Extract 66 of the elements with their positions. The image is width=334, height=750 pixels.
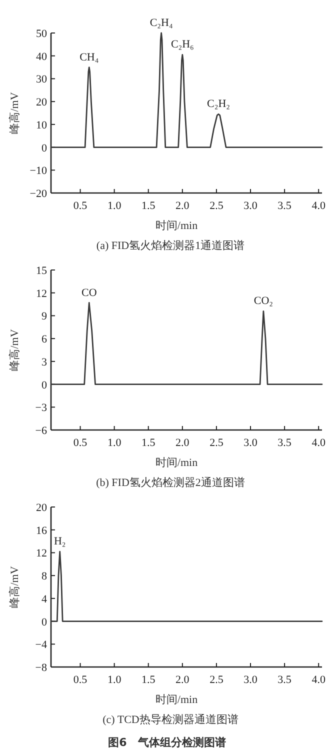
y-tick-label: 0 (42, 142, 48, 154)
x-tick-label: 4.0 (312, 674, 326, 686)
y-tick-label: 12 (36, 548, 47, 560)
y-tick-label: 4 (42, 593, 48, 606)
y-tick-label: 16 (36, 524, 48, 537)
y-tick-label: 40 (36, 50, 48, 63)
x-tick-label: 2.5 (210, 437, 224, 449)
x-tick-label: 3.5 (278, 200, 292, 212)
y-tick-label: −10 (30, 165, 48, 178)
x-tick-label: 0.5 (73, 674, 88, 686)
x-tick-label: 2.5 (210, 200, 224, 212)
x-tick-label: 2.5 (210, 674, 224, 686)
y-tick-label: 0 (42, 379, 48, 392)
x-tick-label: 1.5 (141, 200, 156, 212)
x-axis-title: 时间/min (155, 456, 198, 469)
annotation: C₂H₆ (170, 38, 194, 51)
annotation: C₂H₂ (207, 98, 230, 110)
x-tick-label: 2.0 (176, 200, 190, 212)
x-tick-label: 0.5 (73, 437, 88, 449)
x-tick-label: 3.0 (244, 674, 258, 686)
x-tick-label: 1.5 (141, 437, 156, 449)
annotation: CO (81, 286, 97, 299)
y-tick-label: −20 (30, 188, 48, 200)
text: (b) FID氢火焰检测器2通道图谱 (96, 476, 245, 489)
y-tick-label: 20 (36, 502, 48, 514)
x-tick-label: 1.0 (107, 674, 122, 686)
x-tick-label: 3.0 (244, 200, 258, 212)
y-tick-label: −6 (35, 425, 48, 437)
y-tick-label: 15 (36, 265, 48, 277)
x-tick-label: 2.0 (176, 437, 190, 449)
y-tick-label: 20 (36, 96, 48, 109)
x-tick-label: 3.0 (244, 437, 258, 449)
y-axis-title: 峰高/mV (8, 329, 21, 371)
x-axis-title: 时间/min (155, 219, 198, 232)
y-tick-label: 9 (42, 310, 48, 323)
y-tick-label: 50 (36, 28, 48, 40)
x-tick-label: 2.0 (176, 674, 190, 686)
y-tick-label: 8 (42, 570, 48, 583)
y-tick-label: 3 (42, 356, 48, 368)
y-tick-label: −3 (35, 402, 48, 414)
y-tick-label: 0 (42, 616, 48, 628)
text: (c) TCD热导检测器通道图谱 (102, 713, 238, 726)
x-tick-label: 3.5 (278, 674, 292, 686)
y-tick-label: 12 (36, 288, 47, 300)
y-axis-title: 峰高/mV (8, 566, 21, 608)
text: (a) FID氢火焰检测器1通道图谱 (96, 239, 245, 252)
x-tick-label: 3.5 (278, 437, 292, 449)
y-tick-label: 10 (36, 119, 48, 132)
y-axis-title: 峰高/mV (8, 92, 21, 134)
x-tick-label: 4.0 (312, 437, 326, 449)
annotation: CO₂ (254, 295, 274, 308)
x-tick-label: 1.5 (141, 674, 156, 686)
x-tick-label: 0.5 (73, 200, 88, 212)
caption: 图6 气体组分检测图谱 (108, 736, 226, 749)
line-series (50, 32, 323, 148)
annotation: C₂H₄ (150, 17, 173, 29)
y-tick-label: 30 (36, 74, 48, 86)
x-tick-label: 1.0 (107, 437, 122, 449)
x-tick-label: 1.0 (107, 200, 122, 212)
annotation: CH₄ (80, 51, 99, 64)
y-tick-label: −8 (35, 662, 48, 674)
y-tick-label: 6 (42, 334, 48, 346)
y-tick-label: −4 (35, 639, 48, 652)
annotation: H₂ (54, 536, 66, 548)
x-tick-label: 4.0 (312, 200, 326, 212)
x-axis-title: 时间/min (155, 693, 198, 706)
